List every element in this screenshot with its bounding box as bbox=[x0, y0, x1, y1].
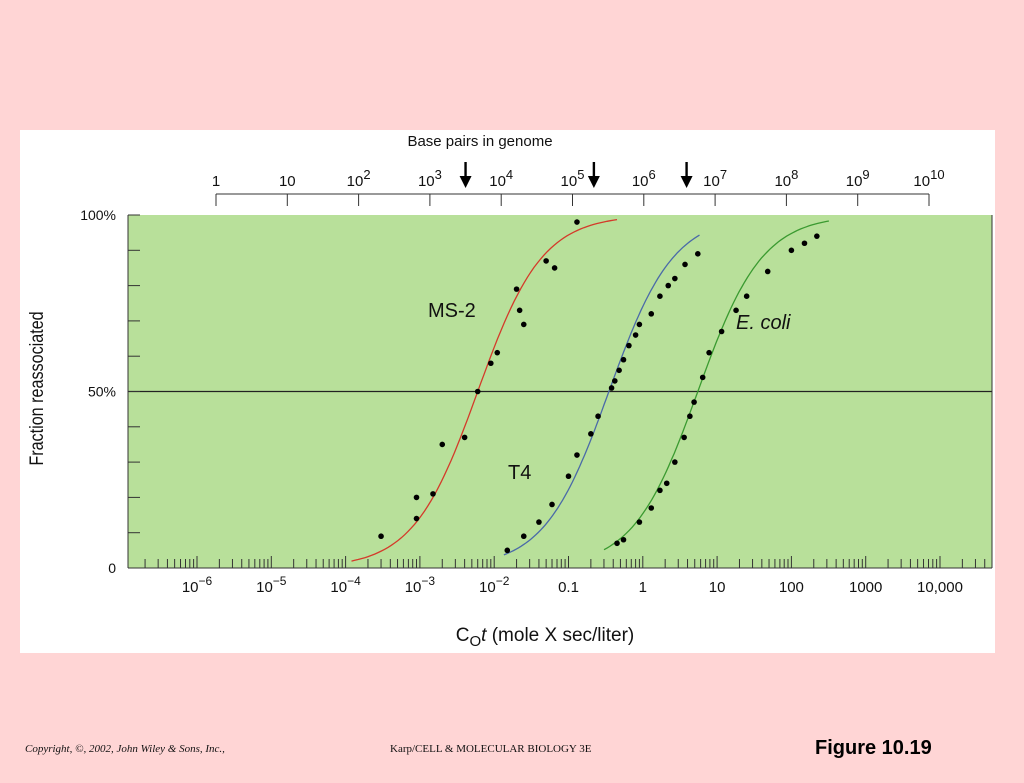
data-point bbox=[520, 533, 527, 540]
y-axis-label: Fraction reassociated bbox=[26, 311, 48, 465]
top-tick-label: 106 bbox=[632, 167, 656, 190]
data-point bbox=[588, 431, 594, 437]
data-point bbox=[699, 374, 706, 381]
data-point bbox=[504, 547, 511, 554]
x-tick-label: 1000 bbox=[849, 579, 882, 596]
data-point bbox=[513, 286, 520, 292]
data-point bbox=[520, 321, 527, 328]
data-point bbox=[413, 494, 420, 501]
data-point bbox=[612, 378, 618, 384]
x-tick-label: 100 bbox=[779, 579, 804, 596]
data-point bbox=[672, 459, 678, 465]
data-point bbox=[574, 219, 580, 225]
y-tick-label: 0 bbox=[108, 560, 116, 576]
copyright-text: Copyright, ©, 2002, John Wiley & Sons, I… bbox=[25, 743, 225, 755]
series-label: T4 bbox=[508, 462, 531, 484]
y-tick-label: 100% bbox=[80, 207, 116, 223]
data-point bbox=[614, 540, 620, 547]
data-point bbox=[801, 240, 808, 247]
top-tick-label: 109 bbox=[846, 167, 870, 190]
data-point bbox=[378, 533, 384, 540]
data-point bbox=[687, 413, 693, 420]
data-point bbox=[494, 349, 501, 356]
data-point bbox=[549, 501, 555, 508]
top-tick-label: 104 bbox=[489, 167, 513, 190]
x-tick-label: 10 bbox=[709, 579, 726, 596]
data-point bbox=[636, 321, 643, 328]
data-point bbox=[474, 388, 481, 395]
data-point bbox=[620, 536, 627, 543]
data-point bbox=[695, 251, 701, 257]
genome-size-arrowhead bbox=[680, 176, 693, 188]
top-tick-label: 1 bbox=[212, 173, 220, 190]
data-point bbox=[691, 399, 697, 405]
data-point bbox=[439, 441, 446, 448]
genome-size-arrowhead bbox=[459, 176, 472, 188]
data-point bbox=[616, 367, 622, 374]
data-point bbox=[620, 356, 627, 363]
data-point bbox=[636, 519, 643, 525]
genome-size-arrowhead bbox=[587, 176, 600, 188]
top-tick-label: 105 bbox=[561, 167, 585, 190]
data-point bbox=[681, 434, 687, 441]
data-point bbox=[413, 515, 420, 522]
data-point bbox=[632, 332, 639, 338]
data-point bbox=[657, 293, 663, 299]
data-point bbox=[516, 307, 523, 314]
data-point bbox=[764, 268, 771, 275]
data-point bbox=[663, 480, 670, 487]
data-point bbox=[672, 275, 678, 282]
curve-ms-2 bbox=[351, 218, 618, 562]
top-tick-label: 103 bbox=[418, 167, 442, 190]
x-tick-label: 10−4 bbox=[330, 574, 361, 596]
data-point bbox=[536, 519, 542, 525]
x-tick-label: 10−5 bbox=[256, 574, 287, 596]
book-title-text: Karp/CELL & MOLECULAR BIOLOGY 3E bbox=[390, 743, 592, 755]
figure-number: Figure 10.19 bbox=[815, 737, 932, 759]
data-point bbox=[682, 261, 688, 268]
data-point bbox=[595, 413, 601, 420]
series-label: E. coli bbox=[736, 312, 791, 334]
data-point bbox=[718, 328, 725, 335]
top-axis-label: Base pairs in genome bbox=[407, 133, 552, 150]
x-tick-label: 10−6 bbox=[182, 574, 213, 596]
data-point bbox=[565, 473, 572, 480]
data-point bbox=[648, 311, 655, 317]
x-tick-label: 10−3 bbox=[405, 574, 436, 596]
data-point bbox=[430, 491, 436, 497]
top-tick-label: 1010 bbox=[913, 167, 944, 190]
series-label: MS-2 bbox=[428, 300, 476, 322]
data-point bbox=[551, 265, 558, 271]
figure-panel: 100% 50% 0 Fraction reassociated 10−6 10−5 10−… bbox=[20, 130, 995, 653]
curve-e-coli bbox=[603, 220, 830, 551]
data-point bbox=[461, 434, 468, 441]
x-tick-label: 1 bbox=[639, 579, 647, 596]
top-tick-label: 102 bbox=[347, 167, 371, 190]
x-axis-label: COt (mole X sec/liter) bbox=[456, 625, 635, 650]
data-point bbox=[657, 487, 663, 494]
top-tick-label: 107 bbox=[703, 167, 727, 190]
data-point bbox=[665, 282, 672, 289]
x-tick-label: 0.1 bbox=[558, 579, 579, 596]
y-tick-label: 50% bbox=[88, 384, 116, 400]
cot-curve-chart: 100% 50% 0 Fraction reassociated 10−6 10−5 10−… bbox=[26, 133, 993, 650]
x-tick-label: 10−2 bbox=[479, 574, 510, 596]
data-point bbox=[788, 247, 795, 254]
data-point bbox=[648, 505, 655, 511]
x-tick-label: 10,000 bbox=[917, 579, 963, 596]
data-point bbox=[608, 385, 615, 391]
data-point bbox=[626, 342, 632, 349]
data-point bbox=[733, 307, 739, 314]
data-point bbox=[543, 258, 549, 264]
data-point bbox=[706, 349, 712, 356]
data-point bbox=[743, 293, 750, 299]
top-tick-label: 108 bbox=[774, 167, 798, 190]
data-point bbox=[488, 360, 494, 367]
top-tick-label: 10 bbox=[279, 173, 296, 190]
curve-t4 bbox=[503, 234, 700, 556]
data-point bbox=[814, 233, 820, 239]
data-point bbox=[574, 452, 580, 458]
